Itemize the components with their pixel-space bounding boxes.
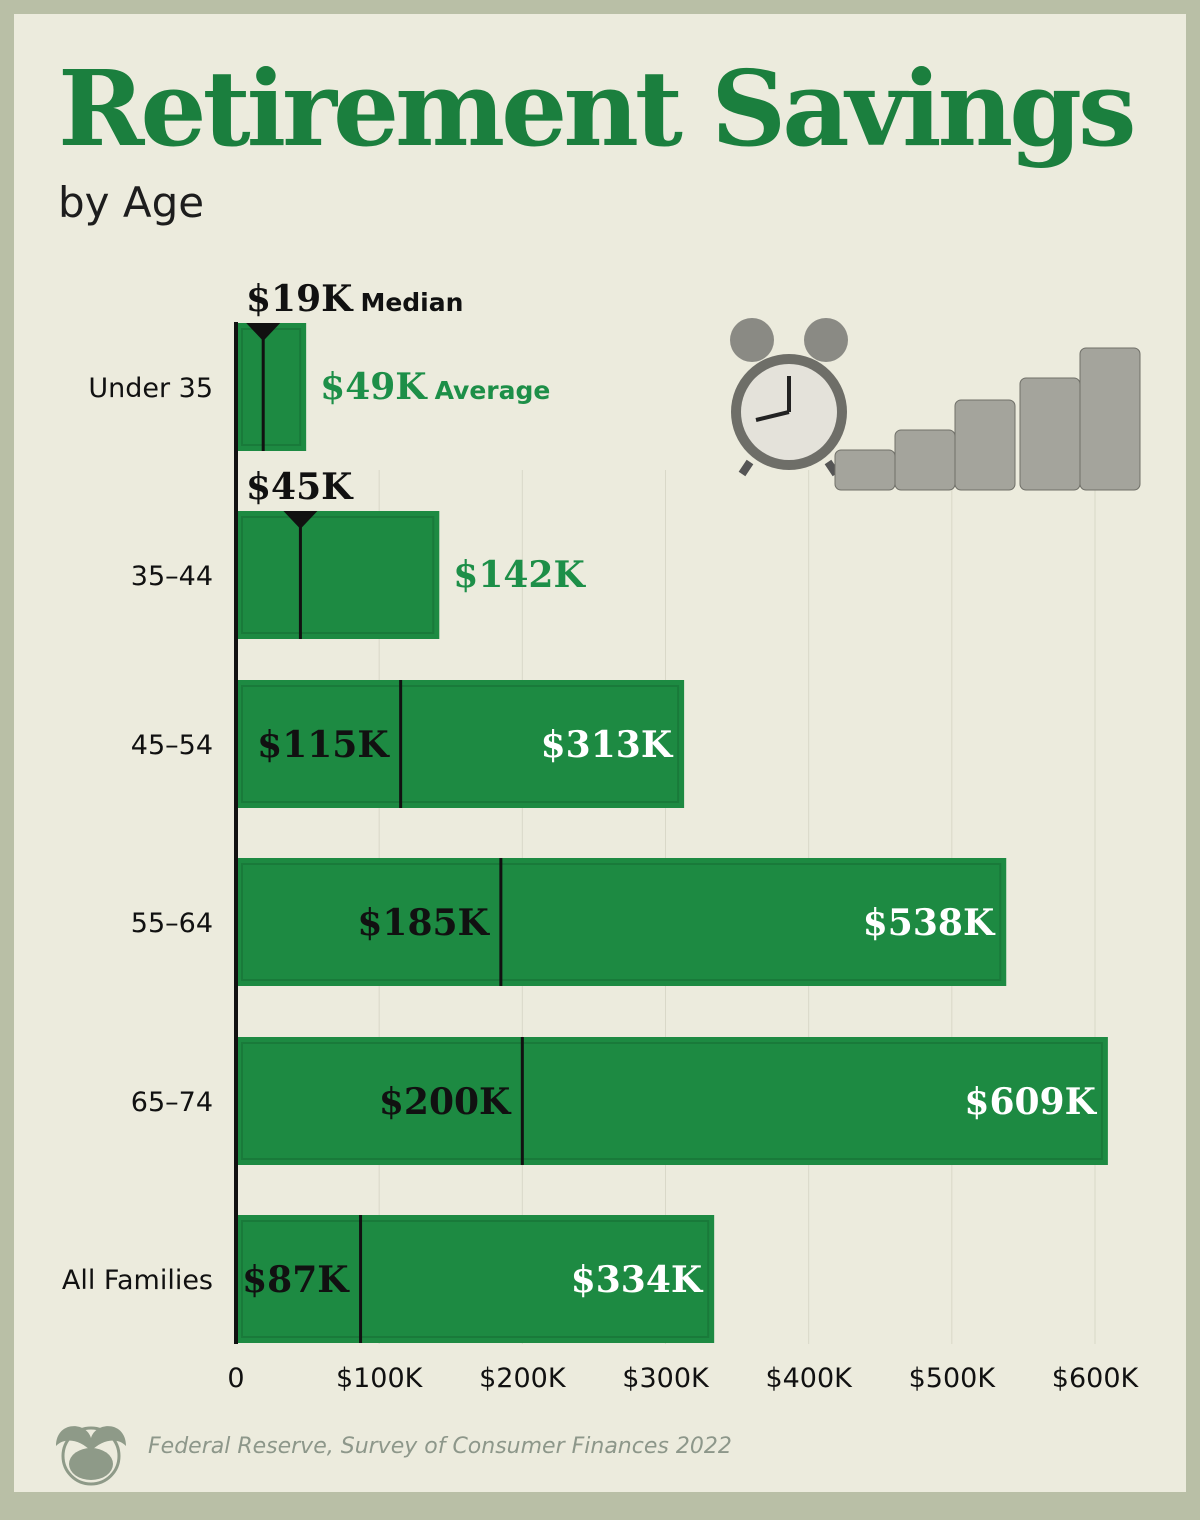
bar-inner-pattern: [241, 1042, 1103, 1160]
chart-subtitle: by Age: [58, 178, 205, 227]
average-label: $609K: [964, 1081, 1097, 1123]
coin-stack: [954, 399, 1016, 491]
average-value: $49K: [320, 366, 428, 408]
category-label: 65–74: [131, 1087, 213, 1118]
average-legend-label: Average: [435, 376, 551, 405]
logo-icon: [56, 1426, 126, 1486]
coin-stack: [1079, 347, 1141, 491]
category-label: 35–44: [131, 561, 213, 592]
bar-inner-pattern: [241, 516, 435, 634]
category-label: 55–64: [131, 908, 213, 939]
median-triangle: [246, 323, 281, 341]
median-value: $19K: [246, 278, 354, 320]
coin-stack: [894, 429, 956, 491]
average-bar: [236, 680, 685, 808]
coin-stacks-icon: [834, 347, 1141, 491]
x-tick-label: $500K: [909, 1363, 997, 1394]
x-tick-label: $100K: [336, 1363, 424, 1394]
coin-stack: [834, 449, 896, 491]
category-label: Under 35: [88, 373, 213, 404]
category-label: All Families: [62, 1265, 213, 1296]
average-bar: [236, 858, 1007, 986]
coin-stack: [1019, 377, 1081, 491]
alarm-clock-icon: [730, 318, 848, 477]
average-label: $538K: [863, 902, 996, 944]
average-bar: [236, 1215, 715, 1343]
x-tick-label: $200K: [479, 1363, 567, 1394]
clock-coins-illustration: [730, 318, 1141, 491]
median-legend-label: Median: [360, 288, 463, 317]
median-label: $87K: [242, 1259, 350, 1301]
median-value: $45K: [246, 466, 354, 508]
x-tick-label: $600K: [1052, 1363, 1140, 1394]
category-label: 45–54: [131, 730, 213, 761]
chart-title: Retirement Savings: [58, 47, 1136, 170]
median-label: $19K Median: [246, 278, 463, 320]
median-label: $185K: [357, 902, 490, 944]
x-tick-label: $300K: [622, 1363, 710, 1394]
average-bar: [236, 511, 440, 639]
average-label: $313K: [541, 724, 674, 766]
median-label: $45K: [246, 466, 354, 508]
median-label: $115K: [257, 724, 390, 766]
x-tick-label: 0: [227, 1363, 244, 1394]
bar-inner-pattern: [241, 1220, 710, 1338]
average-bar: [236, 323, 307, 451]
source-note: Federal Reserve, Survey of Consumer Fina…: [148, 1434, 732, 1459]
average-label: $334K: [571, 1259, 704, 1301]
bar-inner-pattern: [241, 863, 1002, 981]
median-triangle: [283, 511, 318, 529]
average-label: $142K: [453, 554, 586, 596]
bar-inner-pattern: [241, 685, 680, 803]
average-label: $49K Average: [320, 366, 550, 408]
average-value: $142K: [453, 554, 586, 596]
x-tick-label: $400K: [765, 1363, 853, 1394]
median-label: $200K: [379, 1081, 512, 1123]
average-bar: [236, 1037, 1108, 1165]
